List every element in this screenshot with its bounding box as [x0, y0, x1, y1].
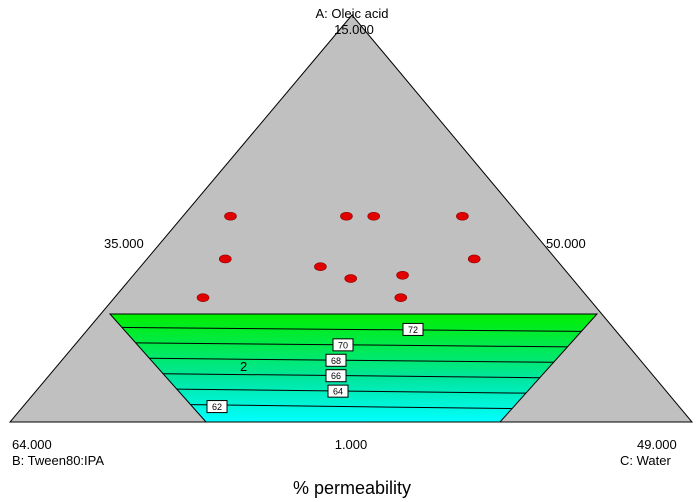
contour-label-box — [325, 369, 347, 383]
vertex-b-label: B: Tween80:IPA — [12, 453, 104, 468]
contour-label: 66 — [325, 369, 347, 383]
vertex-a-value: 15.000 — [334, 22, 374, 37]
point-annotation-2: 2 — [240, 359, 247, 374]
design-point — [344, 274, 358, 283]
contour-line — [149, 357, 554, 363]
design-point — [218, 254, 232, 264]
contour-label-text: 62 — [212, 402, 222, 412]
contour-label-box — [325, 353, 347, 367]
bottom-edge-label: 1.000 — [335, 437, 368, 452]
contour-line — [176, 388, 526, 394]
design-point — [396, 270, 409, 280]
design-points — [196, 211, 481, 302]
design-point — [467, 254, 481, 264]
contour-label-box — [206, 400, 228, 414]
contour-label-text: 70 — [338, 340, 348, 350]
contour-label: 72 — [402, 322, 424, 336]
design-point — [340, 211, 353, 221]
design-point — [196, 293, 210, 302]
design-point — [314, 262, 327, 272]
design-point — [367, 211, 381, 221]
contour-label-text: 68 — [331, 356, 341, 366]
contour-label-box — [327, 384, 349, 398]
contour-line — [190, 404, 513, 410]
left-edge-label: 35.000 — [104, 236, 144, 251]
contour-label-box — [332, 338, 354, 352]
design-point — [394, 293, 408, 302]
feasible-region — [108, 313, 599, 423]
contour-label-text: 64 — [333, 387, 343, 397]
contour-label-box — [402, 322, 424, 336]
contour-label-text: 66 — [331, 371, 341, 381]
vertex-c-value: 49.000 — [637, 437, 677, 452]
chart-title: % permeability — [293, 478, 411, 498]
contour-line — [121, 326, 582, 332]
contour-label-text: 72 — [408, 325, 418, 335]
vertex-a-label: A: Oleic acid — [316, 6, 389, 21]
contour-label: 68 — [325, 353, 347, 367]
right-edge-label: 50.000 — [546, 236, 586, 251]
vertex-b-value: 64.000 — [12, 437, 52, 452]
contour-label: 70 — [332, 338, 354, 352]
contour-line — [163, 373, 540, 379]
design-point — [224, 211, 237, 221]
vertex-c-label: C: Water — [620, 453, 671, 468]
design-point — [456, 211, 469, 221]
contour-label: 64 — [327, 384, 349, 398]
contour-labels: 72 70 68 66 64 62 — [206, 322, 424, 414]
contour-label: 62 — [206, 400, 228, 414]
